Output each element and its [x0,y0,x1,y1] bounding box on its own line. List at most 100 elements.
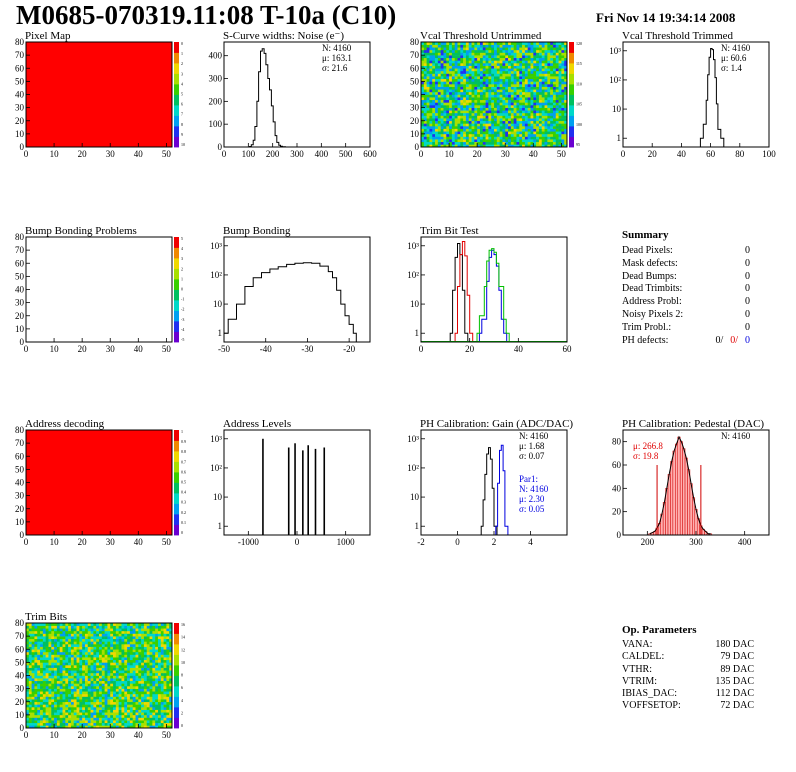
heatmap-cell [479,133,484,137]
heatmap-cell [465,120,470,124]
heatmap-cell [536,107,540,111]
heatmap-cell [90,712,94,716]
heatmap-cell [160,680,164,684]
heatmap-cell [530,81,534,85]
heatmap-cell [124,657,128,661]
heatmap-cell [426,52,430,56]
heatmap-cell [446,84,450,87]
heatmap-cell [45,714,49,718]
heatmap-cell [429,107,433,111]
heatmap-cell [465,105,470,108]
heatmap-cell [56,720,60,724]
heatmap-cell [51,623,55,626]
heatmap-cell [508,78,512,82]
x-tick-label: 40 [134,537,144,547]
heatmap-cell [138,704,142,708]
heatmap-cell [34,654,38,658]
y-tick-label: 0 [20,723,25,733]
heatmap-cell [96,691,100,695]
heatmap-cell [115,651,119,655]
heatmap-cell [460,47,464,51]
heatmap-cell [146,625,150,629]
heatmap-cell [45,641,49,645]
heatmap-cell [488,63,492,66]
heatmap-cell [471,60,475,64]
heatmap-cell [536,47,540,51]
heatmap-cell [155,633,159,637]
heatmap-cell [157,625,162,629]
heatmap-cell [524,70,528,74]
heatmap-cell [550,42,554,45]
heatmap-cell [463,57,467,61]
heatmap-cell [70,659,75,663]
x-tick-label: 30 [106,149,116,159]
heatmap-cell [494,57,498,61]
heatmap-cell [82,628,86,632]
heatmap-cell [435,126,439,129]
heatmap-cell [42,714,46,718]
heatmap-cell [454,60,458,64]
heatmap-cell [491,44,495,48]
heatmap-cell [28,707,32,710]
heatmap-cell [129,678,133,682]
heatmap-cell [79,712,83,716]
heatmap-cell [429,91,433,95]
palette-swatch [174,493,179,504]
heatmap-cell [160,725,164,729]
heatmap-cell [513,57,517,61]
heatmap-cell [443,112,447,116]
heatmap-cell [73,628,77,632]
heatmap-cell [107,725,111,729]
heatmap-cell [564,126,568,129]
heatmap-cell [54,704,58,708]
heatmap-cell [454,123,458,127]
heatmap-cell [471,112,475,116]
heatmap-cell [104,667,108,671]
heatmap-cell [118,714,122,718]
heatmap-cell [522,110,526,114]
heatmap-cell [82,686,86,689]
heatmap-cell [564,128,568,132]
heatmap-cell [454,86,458,90]
heatmap-cell [513,118,517,122]
heatmap-cell [54,670,58,674]
heatmap-cell [54,688,58,692]
heatmap-cell [152,662,156,666]
heatmap-cell [141,712,145,716]
heatmap-cell [488,118,492,122]
x-tick-label: 10 [50,730,60,740]
heatmap-cell [524,118,528,122]
heatmap-cell [31,688,35,692]
heatmap-cell [482,81,486,85]
heatmap-cell [544,55,548,59]
heatmap-cell [538,60,543,64]
heatmap-cell [477,110,481,114]
heatmap-cell [118,636,122,640]
heatmap-cell [107,672,111,676]
heatmap-cell [129,625,133,629]
heatmap-cell [505,49,509,53]
heatmap-cell [524,112,528,116]
heatmap-cell [491,123,495,127]
heatmap-cell [124,701,128,705]
heatmap-cell [93,633,97,637]
heatmap-cell [138,712,142,716]
heatmap-cell [104,651,108,655]
heatmap-cell [474,91,478,95]
chart-title: Address Levels [223,418,291,430]
heatmap-cell [76,667,80,671]
heatmap-cell [513,123,517,127]
heatmap-cell [56,646,60,650]
palette-swatch [174,503,179,515]
heatmap-cell [31,654,35,658]
heatmap-cell [90,680,94,684]
heatmap-cell [79,646,83,650]
heatmap-cell [143,725,148,729]
heatmap-cell [460,68,464,72]
heatmap-cell [37,675,41,679]
heatmap-cell [440,118,444,122]
heatmap-cell [510,115,514,119]
heatmap-cell [429,139,433,143]
heatmap-cell [555,136,559,140]
heatmap-cell [496,97,500,101]
